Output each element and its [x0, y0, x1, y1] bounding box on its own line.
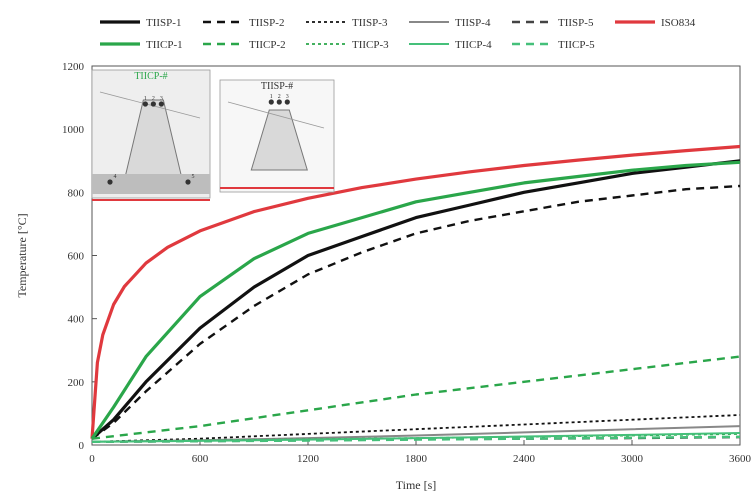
x-tick-label-2: 1200: [297, 453, 320, 465]
y-axis-title: Temperature [°C]: [15, 213, 29, 297]
legend-label-tiicp-1: TIICP-1: [146, 39, 183, 51]
legend-label-tiicp-3: TIICP-3: [352, 39, 389, 51]
y-tick-label-4: 800: [68, 187, 85, 199]
legend-label-tiisp-3: TIISP-3: [352, 17, 388, 29]
inset-2: TIISP-# 1 2 3: [219, 79, 335, 193]
inset-sensor-label-3: 3: [160, 96, 163, 102]
series-line-tiicp-2: [91, 355, 741, 440]
inset-sensor-2: [150, 101, 156, 107]
inset-section: [250, 109, 308, 171]
y-tick-label-2: 400: [68, 314, 85, 326]
inset-guide: [99, 91, 201, 119]
inset-sensor-5: [185, 179, 191, 185]
legend-label-tiicp-5: TIICP-5: [558, 39, 595, 51]
y-tick-label-5: 1000: [62, 124, 85, 136]
legend-label-tiicp-2: TIICP-2: [249, 39, 286, 51]
inset-1: TIICP-# 1 2 3 4 5: [91, 69, 211, 201]
y-tick-label-6: 1200: [62, 61, 85, 73]
legend-label-tiisp-5: TIISP-5: [558, 17, 594, 29]
series-line-tiicp-1: [90, 160, 741, 440]
axes: 0 600 1200 1800 2400 3000 3600 0 200 400 600 800 100…: [15, 61, 752, 492]
inset-sensor-label-5: 5: [192, 174, 195, 180]
inset-sensor-label-1: 1: [144, 96, 147, 102]
y-tick-label-3: 600: [68, 251, 85, 263]
x-tick-label-4: 2400: [513, 453, 536, 465]
series-line-tiisp-3: [91, 414, 741, 443]
legend: TIISP-1 TIISP-2 TIISP-3 TIISP-4 TIISP-5 ISO83…: [100, 17, 696, 51]
inset-slab: [92, 174, 210, 194]
series-line-tiisp-2: [91, 184, 741, 440]
x-tick-label-0: 0: [89, 453, 95, 465]
legend-label-tiicp-4: TIICP-4: [455, 39, 492, 51]
inset-sensor-3: [158, 101, 164, 107]
series-line-tiicp-4: [91, 432, 741, 443]
x-tick-label-1: 600: [192, 453, 209, 465]
inset-sensor-2: [276, 99, 282, 105]
inset-sensor-label-2: 2: [152, 96, 155, 102]
y-tick-label-0: 0: [79, 440, 85, 452]
inset-guide: [227, 101, 325, 129]
series-lines: [90, 144, 741, 443]
x-tick-label-5: 3000: [621, 453, 644, 465]
inset-title: TIICP-#: [134, 71, 167, 82]
inset-sensor-1: [142, 101, 148, 107]
series-line-tiicp-5: [91, 435, 741, 443]
inset-sensor-1: [268, 99, 274, 105]
x-tick-label-6: 3600: [729, 453, 752, 465]
legend-label-tiisp-4: TIISP-4: [455, 17, 491, 29]
y-tick-label-1: 200: [68, 377, 85, 389]
inset-sensor-label-4: 4: [114, 174, 117, 180]
legend-label-tiisp-1: TIISP-1: [146, 17, 181, 29]
legend-label-iso834: ISO834: [661, 17, 696, 29]
inset-sensor-label-1: 1: [270, 94, 273, 100]
inset-title: TIISP-#: [261, 81, 293, 92]
x-axis-title: Time [s]: [396, 478, 437, 492]
series-line-iso834: [90, 144, 741, 439]
inset-sensor-4: [107, 179, 113, 185]
inset-sensor-3: [284, 99, 290, 105]
series-line-tiisp-1: [90, 159, 741, 440]
inset-sensor-label-3: 3: [286, 94, 289, 100]
legend-label-tiisp-2: TIISP-2: [249, 17, 284, 29]
x-tick-label-3: 1800: [405, 453, 428, 465]
inset-sensor-label-2: 2: [278, 94, 281, 100]
